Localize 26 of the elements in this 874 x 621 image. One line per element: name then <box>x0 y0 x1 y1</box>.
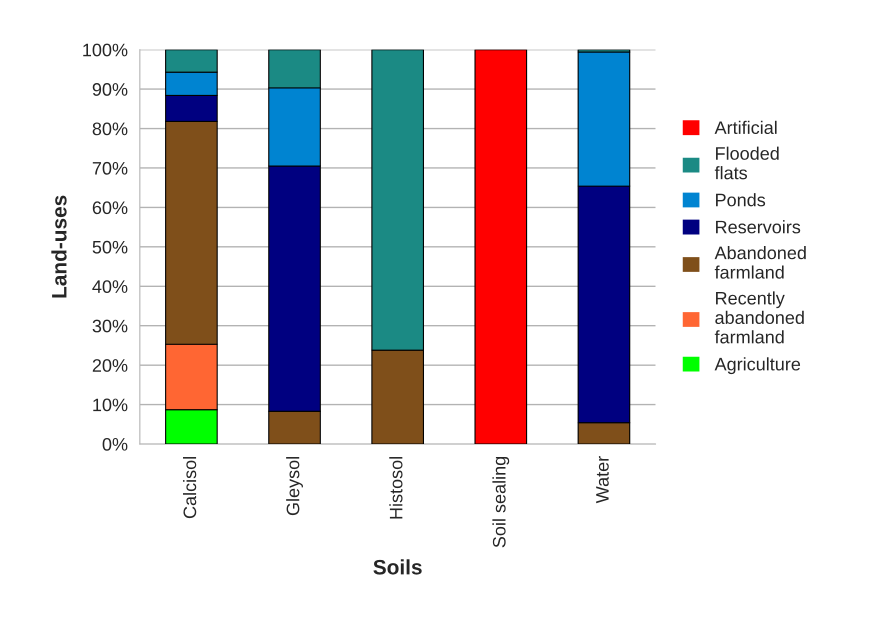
legend-label: Reservoirs <box>716 220 800 234</box>
y-axis-title: Land-uses <box>51 196 67 298</box>
y-tick-label: 0% <box>102 438 128 451</box>
x-tick-label: Histosol <box>389 457 403 519</box>
x-tick-label: Soil sealing <box>492 456 510 548</box>
y-tick-label: 60% <box>92 201 128 214</box>
x-axis-title: Soils <box>373 559 422 575</box>
legend-label: Ponds <box>716 193 766 206</box>
x-tick-label: Calcisol <box>182 457 196 518</box>
legend-label: Artificial <box>714 120 777 134</box>
legend-label: Flooded flats <box>714 146 779 180</box>
y-tick-label: 30% <box>92 320 128 332</box>
y-tick-label: 90% <box>92 83 128 96</box>
y-tick-label: 70% <box>92 162 128 175</box>
y-tick-label: 40% <box>92 280 128 293</box>
y-tick-label: 100% <box>83 44 128 56</box>
y-tick-label: 50% <box>92 240 128 254</box>
legend-label: Recently abandoned farmland <box>714 291 804 344</box>
y-tick-label: 10% <box>93 398 128 412</box>
y-tick-label: 80% <box>92 122 128 136</box>
y-tick-label: 20% <box>92 359 128 372</box>
legend-label: Agriculture <box>714 357 800 374</box>
x-tick-label: Gleysol <box>286 457 303 516</box>
bar <box>474 50 528 444</box>
legend-label: Abandoned farmland <box>714 246 806 279</box>
x-tick-label: Water <box>596 456 609 504</box>
